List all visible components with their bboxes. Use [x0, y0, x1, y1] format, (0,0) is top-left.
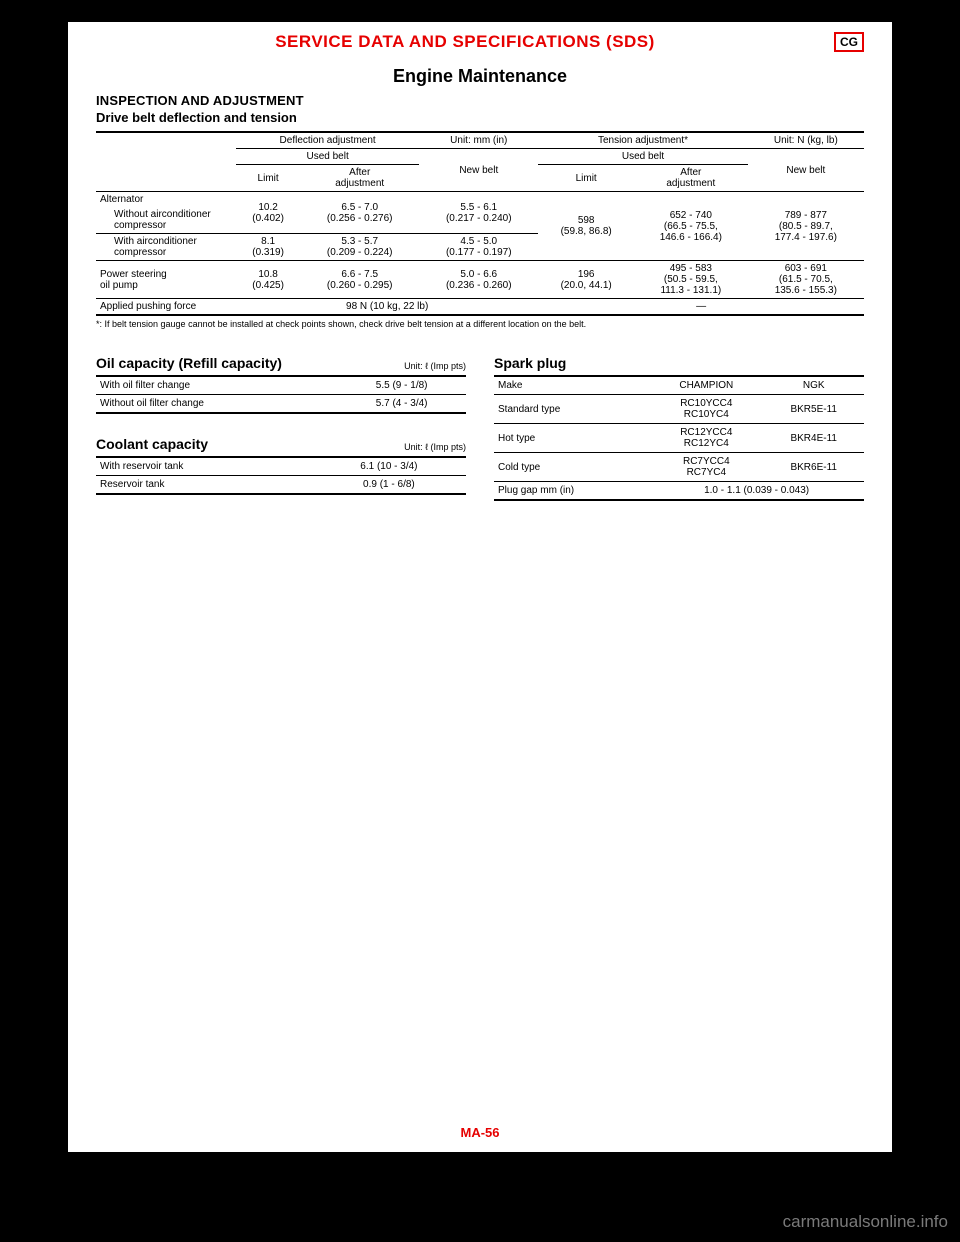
row-alternator-label: Alternator — [96, 192, 236, 208]
th-champion: CHAMPION — [649, 376, 763, 395]
cell: BKR5E-11 — [763, 395, 864, 424]
cell: 6.6 - 7.5 (0.260 - 0.295) — [300, 261, 419, 299]
cell: 5.3 - 5.7 (0.209 - 0.224) — [300, 234, 419, 261]
th-ngk: NGK — [763, 376, 864, 395]
spark-plug-title: Spark plug — [494, 355, 566, 371]
cell: BKR6E-11 — [763, 453, 864, 482]
cell: RC12YCC4 RC12YC4 — [649, 424, 763, 453]
drive-belt-footnote: *: If belt tension gauge cannot be insta… — [96, 319, 864, 329]
cell-dash: — — [538, 299, 864, 316]
cell: 603 - 691 (61.5 - 70.5, 135.6 - 155.3) — [748, 261, 864, 299]
row-without-ac: Without airconditioner compressor — [96, 207, 236, 234]
cell: 5.5 - 6.1 (0.217 - 0.240) — [419, 192, 538, 234]
th-used-belt-1: Used belt — [236, 149, 419, 165]
th-limit-2: Limit — [538, 165, 634, 192]
page-title: Engine Maintenance — [96, 66, 864, 87]
cell: 10.2 (0.402) — [236, 192, 300, 234]
cell: 196 (20.0, 44.1) — [538, 261, 634, 299]
spark-plug-table: Make CHAMPION NGK Standard type RC10YCC4… — [494, 375, 864, 501]
cell: 652 - 740 (66.5 - 75.5, 146.6 - 166.4) — [634, 192, 748, 261]
left-column: Oil capacity (Refill capacity) Unit: ℓ (… — [96, 347, 466, 501]
row-with-ac: With airconditioner compressor — [96, 234, 236, 261]
cell: Hot type — [494, 424, 649, 453]
cell: BKR4E-11 — [763, 424, 864, 453]
section-heading: INSPECTION AND ADJUSTMENT — [96, 93, 864, 108]
row-power-steering: Power steering oil pump — [96, 261, 236, 299]
th-new-belt-1: New belt — [419, 149, 538, 192]
watermark: carmanualsonline.info — [783, 1212, 948, 1232]
th-deflection: Deflection adjustment — [280, 135, 376, 146]
cell: 0.9 (1 - 6/8) — [312, 476, 466, 495]
th-after-1: After adjustment — [300, 165, 419, 192]
th-new-belt-2: New belt — [748, 149, 864, 192]
th-tension: Tension adjustment* — [598, 135, 688, 146]
th-deflection-unit: Unit: mm (in) — [450, 135, 507, 146]
cell: 5.5 (9 - 1/8) — [337, 376, 466, 395]
cell-applied-force: 98 N (10 kg, 22 lb) — [236, 299, 538, 316]
cell: 8.1 (0.319) — [236, 234, 300, 261]
cell: Without oil filter change — [96, 395, 337, 414]
coolant-capacity-unit: Unit: ℓ (Imp pts) — [404, 442, 466, 452]
cell: RC7YCC4 RC7YC4 — [649, 453, 763, 482]
coolant-capacity-title: Coolant capacity — [96, 436, 208, 452]
header-code-box: CG — [834, 32, 864, 52]
cell: 5.0 - 6.6 (0.236 - 0.260) — [419, 261, 538, 299]
th-limit-1: Limit — [236, 165, 300, 192]
cell: RC10YCC4 RC10YC4 — [649, 395, 763, 424]
cell: With reservoir tank — [96, 457, 312, 476]
cell: With oil filter change — [96, 376, 337, 395]
th-used-belt-2: Used belt — [538, 149, 747, 165]
cell: 10.8 (0.425) — [236, 261, 300, 299]
cell: 598 (59.8, 86.8) — [538, 192, 634, 261]
two-column-area: Oil capacity (Refill capacity) Unit: ℓ (… — [96, 347, 864, 501]
header-title: SERVICE DATA AND SPECIFICATIONS (SDS) — [96, 32, 834, 52]
header-row: SERVICE DATA AND SPECIFICATIONS (SDS) CG — [96, 32, 864, 52]
cell: 4.5 - 5.0 (0.177 - 0.197) — [419, 234, 538, 261]
oil-capacity-table: With oil filter change 5.5 (9 - 1/8) Wit… — [96, 375, 466, 414]
cell: 6.5 - 7.0 (0.256 - 0.276) — [300, 192, 419, 234]
oil-capacity-unit: Unit: ℓ (Imp pts) — [404, 361, 466, 371]
row-applied-force: Applied pushing force — [96, 299, 236, 316]
right-column: Spark plug Make CHAMPION NGK Standard ty… — [494, 347, 864, 501]
th-make: Make — [494, 376, 649, 395]
oil-capacity-title: Oil capacity (Refill capacity) — [96, 355, 282, 371]
drive-belt-table: Deflection adjustment Unit: mm (in) Tens… — [96, 131, 864, 316]
cell: 495 - 583 (50.5 - 59.5, 111.3 - 131.1) — [634, 261, 748, 299]
cell: 6.1 (10 - 3/4) — [312, 457, 466, 476]
cell-gap-value: 1.0 - 1.1 (0.039 - 0.043) — [649, 482, 864, 501]
subsection-heading: Drive belt deflection and tension — [96, 110, 864, 125]
cell: Standard type — [494, 395, 649, 424]
coolant-capacity-table: With reservoir tank 6.1 (10 - 3/4) Reser… — [96, 456, 466, 495]
cell: 789 - 877 (80.5 - 89.7, 177.4 - 197.6) — [748, 192, 864, 261]
th-after-2: After adjustment — [634, 165, 748, 192]
page: SERVICE DATA AND SPECIFICATIONS (SDS) CG… — [68, 22, 892, 1152]
cell: Cold type — [494, 453, 649, 482]
cell: 5.7 (4 - 3/4) — [337, 395, 466, 414]
cell-gap-label: Plug gap mm (in) — [494, 482, 649, 501]
page-number: MA-56 — [68, 1125, 892, 1140]
th-tension-unit: Unit: N (kg, lb) — [774, 135, 838, 146]
cell: Reservoir tank — [96, 476, 312, 495]
